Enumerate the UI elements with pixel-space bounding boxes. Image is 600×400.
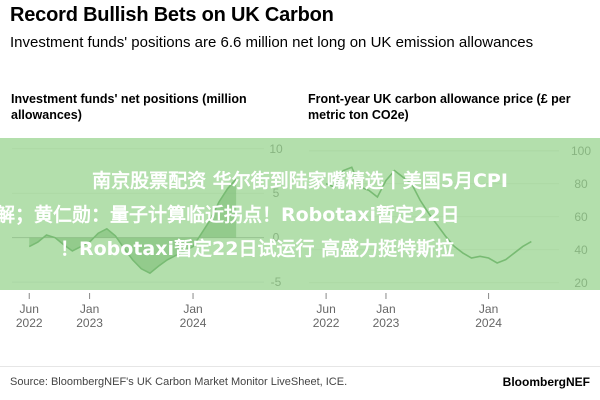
overlay-text-line: ！Robotaxi暂定22日试运行 高盛力挺特斯拉: [60, 238, 455, 260]
page-title: Record Bullish Bets on UK Carbon: [10, 4, 334, 26]
x-tick-label: Jan 2023: [373, 302, 400, 330]
overlay-text-line: 解；黄仁勋：量子计算临近拐点！Robotaxi暂定22日: [0, 204, 460, 226]
chart-title: Front-year UK carbon allowance price (£ …: [308, 92, 571, 122]
chart-title: Investment funds' net positions (million…: [11, 92, 247, 122]
x-tick-label: Jun 2022: [313, 302, 340, 330]
brand-logo: BloombergNEF: [502, 375, 590, 389]
page-subtitle: Investment funds' positions are 6.6 mill…: [10, 34, 534, 51]
x-tick-label: Jan 2024: [180, 302, 207, 330]
footer: Source: BloombergNEF's UK Carbon Market …: [0, 366, 600, 400]
x-tick-label: Jun 2022: [16, 302, 43, 330]
source-note: Source: BloombergNEF's UK Carbon Market …: [10, 376, 348, 388]
x-tick-label: Jan 2024: [475, 302, 502, 330]
overlay-banner[interactable]: 南京股票配资 华尔街到陆家嘴精选丨美国5月CPI 解；黄仁勋：量子计算临近拐点！…: [0, 138, 600, 290]
overlay-text-line: 南京股票配资 华尔街到陆家嘴精选丨美国5月CPI: [92, 170, 508, 192]
x-tick-label: Jan 2023: [76, 302, 103, 330]
